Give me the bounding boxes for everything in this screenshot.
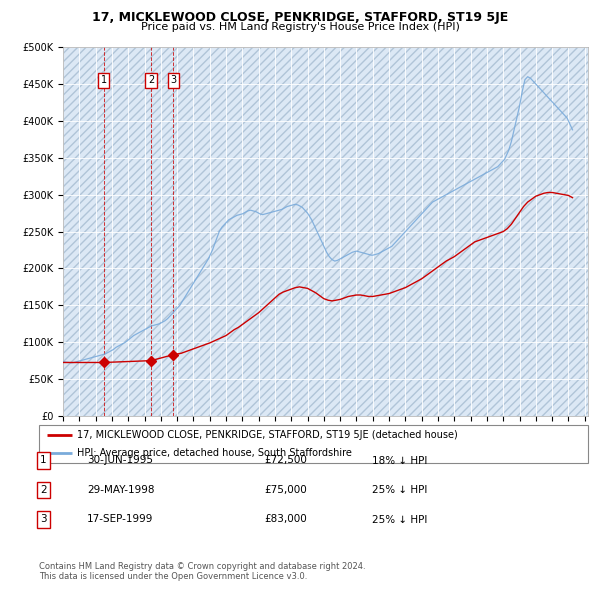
Text: £75,000: £75,000 — [264, 485, 307, 495]
FancyBboxPatch shape — [39, 425, 588, 463]
Text: 25% ↓ HPI: 25% ↓ HPI — [372, 514, 427, 525]
Text: 2: 2 — [148, 76, 154, 86]
Text: Contains HM Land Registry data © Crown copyright and database right 2024.
This d: Contains HM Land Registry data © Crown c… — [39, 562, 365, 581]
Text: 29-MAY-1998: 29-MAY-1998 — [87, 485, 155, 495]
Text: 17-SEP-1999: 17-SEP-1999 — [87, 514, 154, 525]
Text: £72,500: £72,500 — [264, 455, 307, 466]
Text: £83,000: £83,000 — [264, 514, 307, 525]
Text: HPI: Average price, detached house, South Staffordshire: HPI: Average price, detached house, Sout… — [77, 448, 352, 458]
Text: 17, MICKLEWOOD CLOSE, PENKRIDGE, STAFFORD, ST19 5JE (detached house): 17, MICKLEWOOD CLOSE, PENKRIDGE, STAFFOR… — [77, 430, 458, 440]
Text: 18% ↓ HPI: 18% ↓ HPI — [372, 455, 427, 466]
Text: 25% ↓ HPI: 25% ↓ HPI — [372, 485, 427, 495]
Text: 30-JUN-1995: 30-JUN-1995 — [87, 455, 153, 466]
Text: 3: 3 — [40, 514, 47, 525]
Text: 17, MICKLEWOOD CLOSE, PENKRIDGE, STAFFORD, ST19 5JE: 17, MICKLEWOOD CLOSE, PENKRIDGE, STAFFOR… — [92, 11, 508, 24]
Text: 1: 1 — [101, 76, 107, 86]
Text: 1: 1 — [40, 455, 47, 466]
Text: 2: 2 — [40, 485, 47, 495]
Text: Price paid vs. HM Land Registry's House Price Index (HPI): Price paid vs. HM Land Registry's House … — [140, 22, 460, 32]
Text: 3: 3 — [170, 76, 176, 86]
